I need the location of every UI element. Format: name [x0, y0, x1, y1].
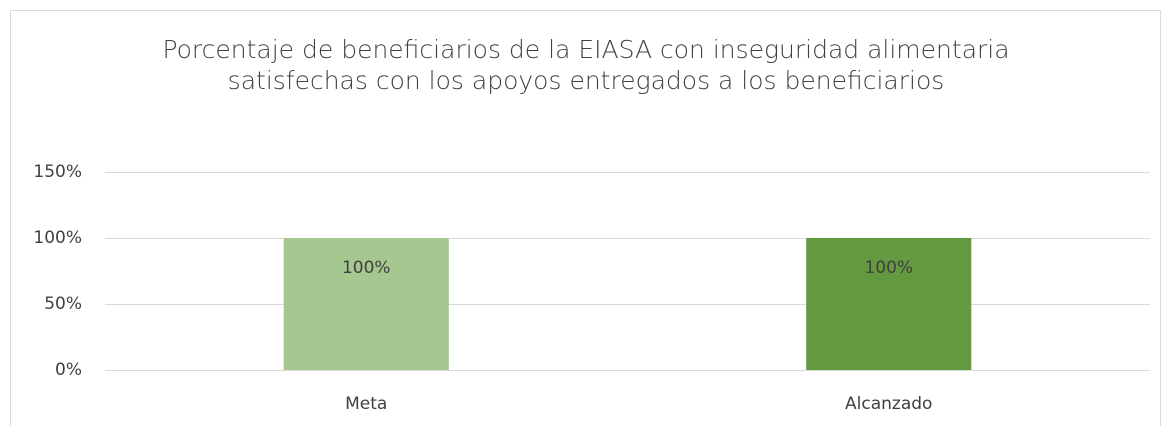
y-tick-label: 0%: [55, 360, 82, 380]
value-label: 100%: [342, 258, 391, 278]
chart-title: Porcentaje de beneficiarios de la EIASA …: [162, 35, 1010, 95]
bar: [283, 238, 449, 370]
y-tick-label: 50%: [44, 294, 82, 314]
bar: [806, 238, 972, 370]
y-tick-label: 150%: [33, 162, 82, 182]
chart-frame: [10, 10, 1161, 426]
x-tick-label: Meta: [345, 394, 387, 414]
x-tick-label: Alcanzado: [845, 394, 932, 414]
y-tick-label: 100%: [33, 228, 82, 248]
value-label: 100%: [864, 258, 913, 278]
